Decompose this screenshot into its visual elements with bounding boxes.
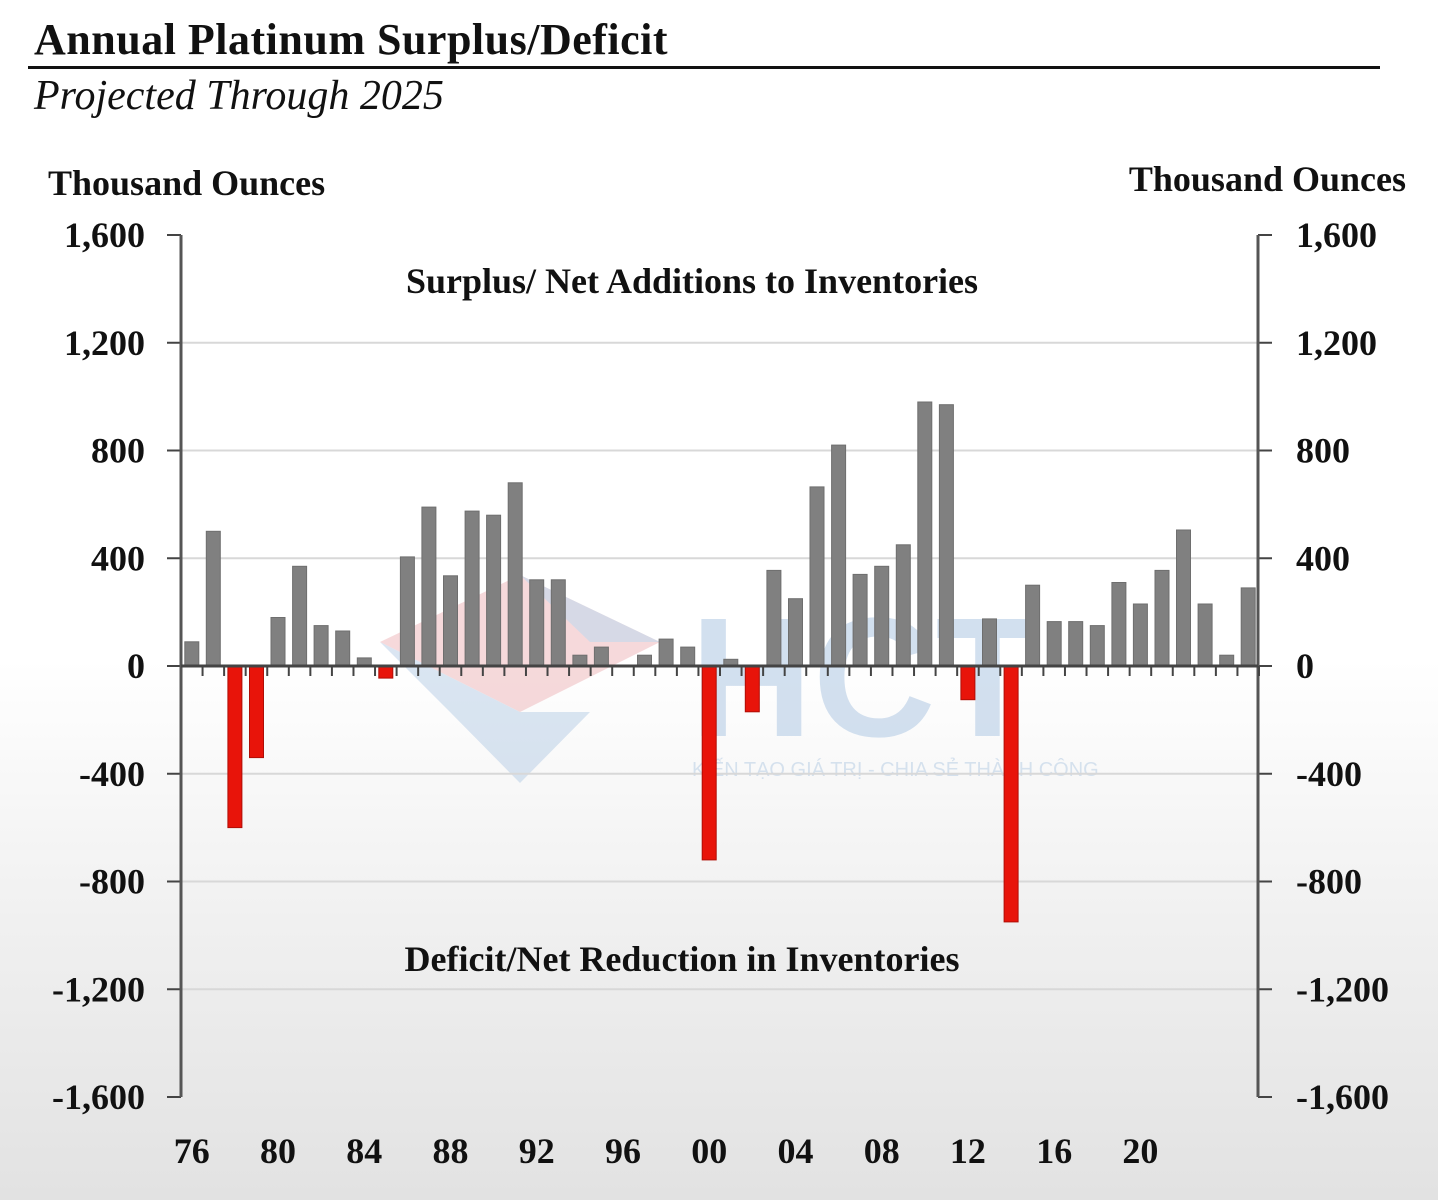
title-rule — [28, 66, 1380, 69]
right-tick-label: 0 — [1296, 646, 1314, 686]
left-tick-label: 1,200 — [64, 323, 145, 363]
surplus-bar — [486, 514, 502, 667]
right-tick-label: -1,600 — [1296, 1077, 1389, 1117]
deficit-bar — [378, 665, 394, 679]
x-tick-label: 12 — [950, 1131, 986, 1171]
x-tick-label: 08 — [864, 1131, 900, 1171]
right-tick-labels: 1,600 1,200 800 400 0 -400 -800 -1,200 -1,600 — [1296, 215, 1389, 1117]
watermark-slogan: KIẾN TẠO GIÁ TRỊ - CHIA SẺ THÀNH CÔNG — [692, 758, 1099, 781]
surplus-bar — [895, 544, 911, 667]
surplus-bar — [637, 654, 652, 667]
surplus-bar — [766, 569, 782, 667]
deficit-bar — [744, 665, 760, 713]
left-axis-label: Thousand Ounces — [48, 163, 326, 203]
right-axis-label: Thousand Ounces — [1128, 159, 1406, 199]
surplus-bar — [335, 630, 351, 667]
x-tick-labels: 76 80 84 88 92 96 00 04 08 12 16 20 — [174, 1131, 1159, 1171]
x-tick-label: 04 — [778, 1131, 814, 1171]
x-tick-label: 16 — [1036, 1131, 1072, 1171]
deficit-bar — [960, 665, 976, 701]
surplus-bar — [874, 565, 890, 667]
surplus-bar — [593, 646, 609, 667]
surplus-bar — [184, 641, 200, 667]
watermark-diamond-blue — [380, 642, 590, 783]
deficit-annotation: Deficit/Net Reduction in Inventories — [405, 939, 960, 979]
right-tick-label: -1,200 — [1296, 969, 1389, 1009]
deficit-bar — [1003, 665, 1019, 923]
deficit-bar — [249, 665, 264, 759]
surplus-bar — [1046, 621, 1062, 667]
right-tick-label: 1,600 — [1296, 215, 1377, 255]
gridlines — [181, 341, 1258, 991]
x-tick-label: 92 — [519, 1131, 555, 1171]
left-tick-label: -800 — [79, 862, 145, 902]
surplus-bar — [507, 482, 523, 667]
surplus-bar — [831, 444, 847, 667]
bars — [184, 401, 1256, 923]
surplus-bar — [270, 617, 286, 667]
surplus-bar — [464, 510, 480, 667]
deficit-bar — [701, 665, 717, 861]
right-tick-label: 1,200 — [1296, 323, 1377, 363]
right-tick-label: -400 — [1296, 754, 1362, 794]
surplus-bar — [572, 654, 588, 667]
surplus-bar — [550, 579, 566, 667]
surplus-bar — [443, 575, 458, 667]
surplus-annotation: Surplus/ Net Additions to Inventories — [406, 261, 978, 301]
surplus-bar — [788, 598, 803, 667]
surplus-bar — [1068, 621, 1084, 667]
surplus-bar — [1197, 603, 1213, 667]
surplus-bar — [658, 638, 674, 667]
surplus-bar — [1154, 569, 1170, 667]
x-tick-label: 84 — [346, 1131, 382, 1171]
left-tick-label: 0 — [127, 646, 145, 686]
surplus-bar — [852, 573, 868, 667]
x-tick-label: 76 — [174, 1131, 210, 1171]
deficit-bar — [227, 665, 243, 829]
surplus-bar — [313, 625, 329, 667]
x-tick-label: 20 — [1122, 1131, 1158, 1171]
surplus-bar — [205, 530, 221, 667]
surplus-bar — [1176, 529, 1191, 667]
surplus-bar — [1219, 654, 1235, 667]
surplus-bar — [399, 556, 415, 667]
axes — [167, 234, 1272, 1098]
left-tick-label: -1,200 — [52, 969, 145, 1009]
x-tick-label: 80 — [260, 1131, 296, 1171]
left-tick-label: -1,600 — [52, 1077, 145, 1117]
surplus-bar — [680, 646, 696, 667]
left-tick-label: -400 — [79, 754, 145, 794]
surplus-bar — [1089, 625, 1105, 667]
surplus-bar — [529, 579, 545, 667]
surplus-bar — [1025, 584, 1041, 667]
surplus-bar — [1240, 587, 1256, 667]
x-tick-label: 96 — [605, 1131, 641, 1171]
surplus-bar — [809, 486, 825, 667]
left-tick-label: 400 — [91, 538, 145, 578]
surplus-bar — [1111, 582, 1127, 667]
left-tick-label: 1,600 — [64, 215, 145, 255]
left-tick-labels: 1,600 1,200 800 400 0 -400 -800 -1,200 -1,600 — [52, 215, 145, 1117]
right-tick-label: -800 — [1296, 862, 1362, 902]
chart-subtitle: Projected Through 2025 — [34, 73, 444, 119]
x-tick-label: 88 — [433, 1131, 469, 1171]
left-tick-label: 800 — [91, 431, 145, 471]
surplus-bar — [982, 618, 997, 667]
surplus-bar — [938, 404, 954, 667]
surplus-bar — [421, 506, 437, 667]
surplus-bar — [917, 401, 933, 667]
right-tick-label: 800 — [1296, 431, 1350, 471]
right-tick-label: 400 — [1296, 538, 1350, 578]
x-tick-label: 00 — [691, 1131, 727, 1171]
chart-title: Annual Platinum Surplus/Deficit — [34, 15, 669, 64]
surplus-bar — [292, 565, 308, 667]
surplus-bar — [1132, 603, 1148, 667]
